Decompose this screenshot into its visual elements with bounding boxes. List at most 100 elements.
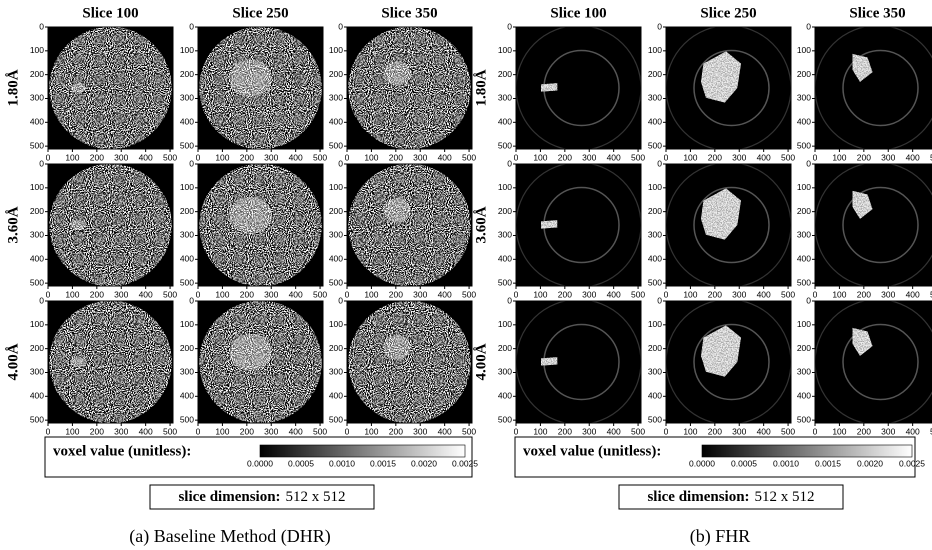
dimension-label: slice dimension:	[178, 489, 280, 505]
noise-disc	[48, 301, 173, 423]
x-tick-label: 100	[832, 289, 846, 299]
x-tick-label: 0	[196, 152, 201, 162]
y-tick-label: 200	[180, 206, 194, 216]
slice-image: 01002003004005000100200300400500	[498, 21, 646, 162]
x-tick-label: 400	[139, 426, 153, 436]
x-tick-label: 500	[781, 289, 795, 299]
noise-disc	[347, 301, 472, 423]
image-content	[48, 301, 173, 423]
y-tick-label: 200	[329, 343, 343, 353]
slice-image: 01002003004005000100200300400500	[30, 295, 178, 436]
y-tick-label: 400	[180, 391, 194, 401]
colorbar-tick-label: 0.0000	[247, 458, 273, 468]
image-content	[347, 164, 472, 286]
image-content	[48, 164, 173, 286]
x-tick-label: 0	[46, 152, 51, 162]
y-tick-label: 200	[797, 69, 811, 79]
slice-image: 01002003004005000100200300400500	[329, 21, 477, 162]
y-tick-label: 500	[30, 414, 44, 424]
x-tick-label: 100	[65, 289, 79, 299]
y-tick-label: 100	[180, 319, 194, 329]
row-label: 4.00Å	[5, 343, 21, 380]
y-tick-label: 500	[648, 414, 662, 424]
y-tick-label: 0	[189, 21, 194, 31]
y-tick-label: 200	[329, 206, 343, 216]
x-tick-label: 200	[240, 426, 254, 436]
x-tick-label: 300	[881, 152, 895, 162]
dimension: slice dimension: 512 x 512	[178, 489, 345, 505]
slice-image: 01002003004005000100200300400500	[180, 21, 328, 162]
column-title: Slice 350	[849, 5, 905, 21]
x-tick-label: 0	[813, 289, 818, 299]
y-tick-label: 200	[648, 206, 662, 216]
x-tick-label: 100	[364, 152, 378, 162]
x-tick-label: 0	[345, 426, 350, 436]
dimension-value: 512 x 512	[286, 489, 346, 505]
panel: Slice 100Slice 250Slice 3501.80Å01002003…	[5, 5, 478, 547]
x-tick-label: 400	[438, 426, 452, 436]
y-tick-label: 500	[329, 140, 343, 150]
x-tick-label: 300	[732, 289, 746, 299]
x-tick-label: 0	[514, 152, 519, 162]
y-tick-label: 100	[329, 45, 343, 55]
x-tick-label: 0	[514, 289, 519, 299]
y-tick-label: 100	[180, 182, 194, 192]
slice-image: 01002003004005000100200300400500	[648, 158, 796, 299]
y-tick-label: 200	[30, 69, 44, 79]
y-tick-label: 0	[806, 21, 811, 31]
image-content	[347, 27, 472, 149]
x-tick-label: 300	[582, 289, 596, 299]
x-tick-label: 100	[832, 426, 846, 436]
y-tick-label: 0	[507, 295, 512, 305]
x-tick-label: 0	[345, 152, 350, 162]
x-tick-label: 500	[781, 152, 795, 162]
colorbar-tick-label: 0.0015	[370, 458, 396, 468]
y-tick-label: 400	[648, 117, 662, 127]
x-tick-label: 400	[757, 152, 771, 162]
x-tick-label: 100	[683, 426, 697, 436]
x-tick-label: 100	[832, 152, 846, 162]
y-tick-label: 200	[180, 343, 194, 353]
slice-image: 01002003004005000100200300400500	[648, 295, 796, 436]
x-tick-label: 400	[139, 152, 153, 162]
y-tick-label: 400	[180, 117, 194, 127]
x-tick-label: 0	[196, 426, 201, 436]
x-tick-label: 500	[631, 289, 645, 299]
y-tick-label: 400	[329, 117, 343, 127]
y-tick-label: 200	[498, 69, 512, 79]
x-tick-label: 200	[240, 289, 254, 299]
y-tick-label: 200	[329, 69, 343, 79]
colorbar-tick-label: 0.0020	[857, 458, 883, 468]
x-tick-label: 200	[90, 289, 104, 299]
x-tick-label: 500	[631, 152, 645, 162]
row-label: 3.60Å	[5, 206, 21, 243]
y-tick-label: 300	[648, 93, 662, 103]
dimension-value: 512 x 512	[755, 489, 815, 505]
colorbar-tick-label: 0.0025	[452, 458, 478, 468]
y-tick-label: 100	[498, 319, 512, 329]
row-label: 3.60Å	[473, 206, 489, 243]
y-tick-label: 400	[180, 254, 194, 264]
x-tick-label: 300	[881, 426, 895, 436]
y-tick-label: 400	[797, 117, 811, 127]
x-tick-label: 500	[163, 289, 177, 299]
noise-disc	[198, 164, 323, 286]
y-tick-label: 500	[180, 277, 194, 287]
noise	[347, 301, 472, 423]
x-tick-label: 0	[345, 289, 350, 299]
slice-image: 01002003004005000100200300400500	[30, 158, 178, 299]
colorbar	[260, 445, 465, 457]
noise-disc	[198, 301, 323, 423]
y-tick-label: 100	[797, 319, 811, 329]
x-tick-label: 200	[708, 289, 722, 299]
image-content	[198, 301, 323, 423]
y-tick-label: 400	[797, 391, 811, 401]
colorbar-tick-label: 0.0025	[899, 458, 925, 468]
image-content	[516, 26, 641, 151]
x-tick-label: 200	[240, 152, 254, 162]
x-tick-label: 200	[558, 426, 572, 436]
x-tick-label: 100	[683, 152, 697, 162]
y-tick-label: 300	[30, 230, 44, 240]
y-tick-label: 0	[806, 295, 811, 305]
